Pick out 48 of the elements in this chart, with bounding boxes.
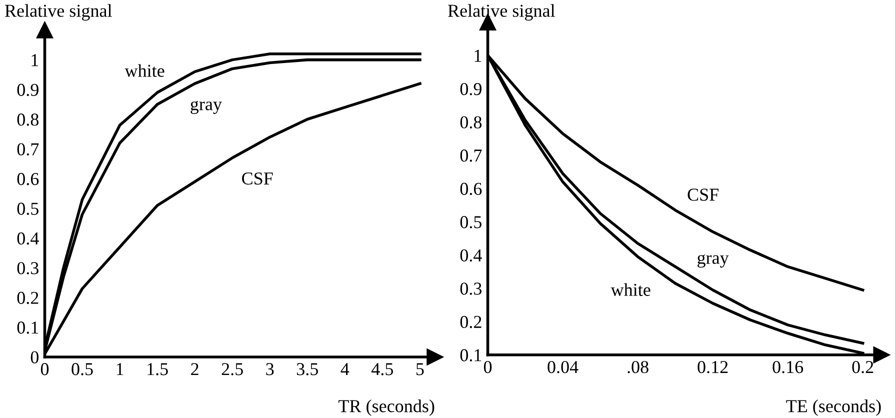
y-tick-label: 0.7 [460, 150, 482, 162]
y-tick-label: 0.8 [460, 116, 482, 128]
x-tick-label: 0.2 [852, 360, 874, 374]
series-label: gray [698, 254, 729, 268]
x-tick-label: 4.5 [372, 363, 394, 376]
x-tick-label: 3.5 [296, 363, 318, 376]
y-tick-label: 0.4 [460, 249, 482, 262]
y-tick-label: 0 [30, 351, 39, 364]
x-tick-label: 0 [40, 363, 49, 376]
x-tick-label: 0 [484, 360, 492, 374]
x-tick-label: 2.5 [222, 363, 243, 376]
y-tick-label: 0.5 [17, 202, 38, 215]
y-axis-title: Relative signal [4, 4, 112, 21]
y-tick-label: 0.4 [17, 232, 39, 245]
series-label: CSF [688, 188, 718, 201]
series-label: white [124, 64, 164, 77]
y-tick-label: 0.9 [17, 84, 38, 96]
x-tick-label: 3 [266, 363, 274, 376]
y-tick-label: 0.3 [460, 282, 482, 295]
x-tick-label: 5 [416, 363, 424, 376]
x-axis-title: TR (seconds) [338, 400, 434, 416]
x-tick-label: 1.5 [148, 363, 168, 376]
y-tick-label: 0.5 [460, 216, 482, 228]
x-tick-label: 0.5 [72, 363, 93, 376]
series-label: gray [190, 100, 222, 114]
x-tick-label: 1 [116, 363, 124, 376]
x-tick-label: 2 [191, 363, 198, 376]
x-tick-label: 0.12 [698, 360, 728, 374]
x-tick-label: .08 [628, 360, 648, 374]
y-tick-label: 1 [32, 54, 38, 66]
x-tick-label: 0.04 [548, 360, 578, 374]
y-tick-label: 0.2 [460, 316, 482, 328]
y-tick-label: 0.8 [17, 114, 39, 126]
y-tick-label: 0.1 [17, 322, 38, 334]
series-label: CSF [242, 172, 273, 185]
y-axis-title: Relative signal [448, 4, 555, 21]
y-tick-label: 1 [474, 50, 482, 62]
y-tick-label: 0.1 [460, 349, 482, 362]
series-label: white [610, 283, 650, 296]
x-tick-label: 4 [340, 363, 350, 376]
x-axis-title: TE (seconds) [786, 400, 881, 416]
y-tick-label: 0.6 [17, 172, 39, 186]
y-tick-label: 0.7 [17, 143, 39, 156]
y-tick-label: 0.9 [460, 82, 482, 96]
y-tick-label: 0.3 [17, 262, 38, 274]
y-tick-label: 0.6 [460, 182, 482, 196]
y-tick-label: 0.2 [17, 292, 38, 304]
x-tick-label: 0.16 [772, 360, 804, 374]
